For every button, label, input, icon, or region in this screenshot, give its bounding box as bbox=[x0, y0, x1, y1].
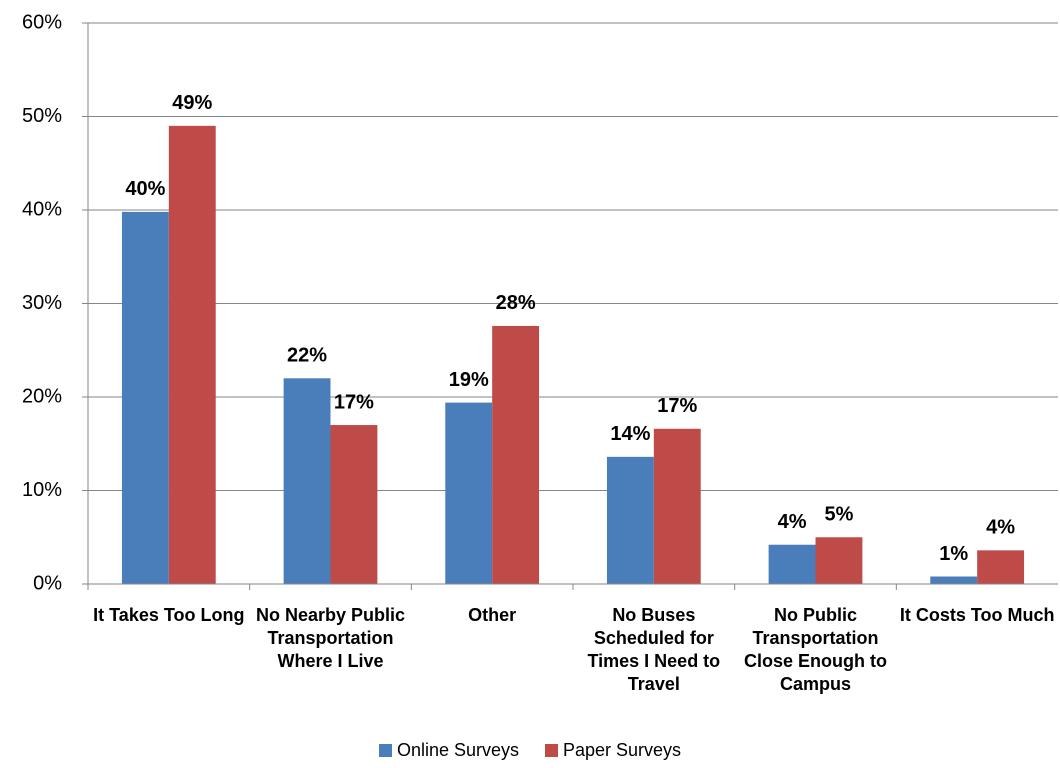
data-label: 4% bbox=[778, 511, 807, 533]
bar bbox=[168, 125, 216, 584]
bar bbox=[445, 402, 493, 584]
legend-label: Online Surveys bbox=[396, 740, 519, 760]
y-tick-label: 60% bbox=[22, 11, 62, 33]
legend-item: Paper Surveys bbox=[545, 740, 681, 761]
data-label: 49% bbox=[172, 92, 212, 114]
bar bbox=[930, 576, 978, 584]
x-tick-label: It Takes Too Long bbox=[93, 605, 245, 625]
data-label: 17% bbox=[334, 391, 374, 413]
bar bbox=[653, 428, 701, 584]
legend-label: Paper Surveys bbox=[563, 740, 682, 760]
data-label: 22% bbox=[287, 345, 327, 367]
bar bbox=[330, 425, 378, 584]
bar bbox=[121, 211, 169, 584]
bar bbox=[606, 456, 654, 584]
legend: Online Surveys Paper Surveys bbox=[0, 740, 1060, 761]
y-tick-label: 10% bbox=[22, 479, 62, 501]
data-label: 14% bbox=[610, 423, 650, 445]
bar bbox=[977, 550, 1025, 584]
y-tick-label: 50% bbox=[22, 105, 62, 127]
data-label: 28% bbox=[496, 292, 536, 314]
bar bbox=[283, 378, 331, 584]
data-label: 40% bbox=[125, 178, 165, 200]
legend-item: Online Surveys bbox=[378, 740, 519, 761]
y-tick-label: 30% bbox=[22, 292, 62, 314]
data-label: 1% bbox=[939, 543, 968, 565]
data-label: 17% bbox=[657, 395, 697, 417]
y-tick-label: 20% bbox=[22, 385, 62, 407]
bar bbox=[492, 325, 540, 584]
data-label: 4% bbox=[986, 517, 1015, 539]
x-tick-label: No Buses Scheduled for Times I Need to T… bbox=[587, 605, 721, 694]
data-label: 5% bbox=[824, 504, 853, 526]
y-tick-label: 0% bbox=[33, 572, 62, 594]
x-tick-label: No Public Transportation Close Enough to… bbox=[744, 605, 887, 694]
y-tick-label: 40% bbox=[22, 198, 62, 220]
data-label: 19% bbox=[449, 369, 489, 391]
legend-swatch bbox=[545, 744, 558, 757]
bar bbox=[768, 544, 816, 584]
x-tick-label: No Nearby Public Transportation Where I … bbox=[255, 605, 406, 671]
legend-swatch bbox=[378, 744, 392, 757]
x-tick-label: Other bbox=[468, 605, 517, 625]
bar bbox=[815, 537, 863, 584]
x-tick-label: It Costs Too Much bbox=[899, 605, 1055, 625]
